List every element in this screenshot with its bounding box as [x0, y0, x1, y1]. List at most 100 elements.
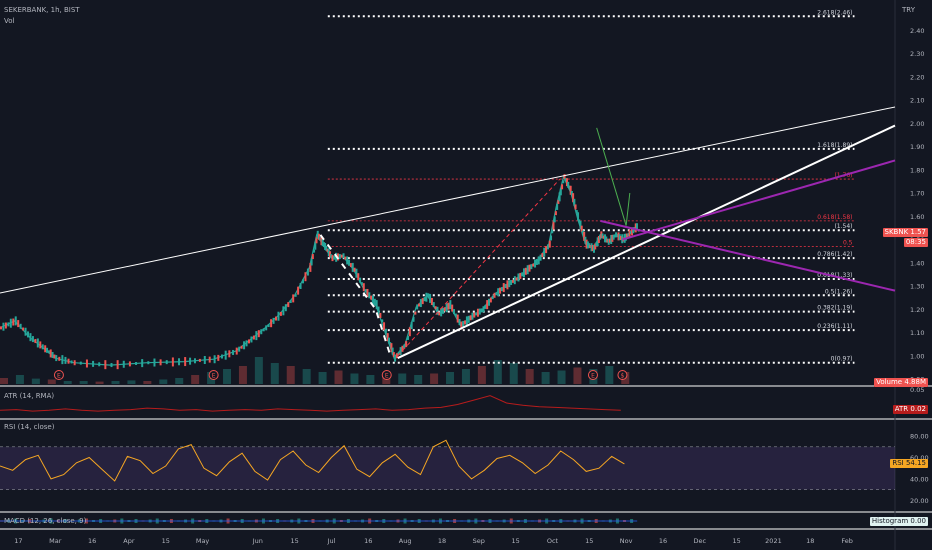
candle: [228, 350, 231, 358]
candle: [58, 356, 61, 361]
candle: [573, 198, 576, 206]
candle: [495, 292, 498, 296]
x-tick-label: 18: [806, 537, 814, 545]
candle: [329, 251, 332, 258]
volume-bar: [159, 379, 168, 384]
candle: [523, 268, 526, 278]
candle: [252, 335, 255, 340]
rsi-line: [0, 439, 625, 482]
candle: [599, 234, 602, 240]
candle: [471, 312, 474, 320]
candle: [600, 231, 603, 239]
candle: [4, 322, 7, 329]
candle: [464, 320, 467, 325]
volume-bar: [191, 375, 200, 384]
volume-bar: [286, 366, 295, 384]
volume-tag: Volume 4.88M: [874, 378, 928, 387]
candle: [392, 352, 395, 358]
trend-line: [0, 106, 896, 294]
candle: [408, 327, 411, 337]
candle: [302, 279, 305, 284]
y-tick-label: 2.30: [910, 50, 924, 58]
candle: [34, 339, 37, 344]
x-tick-label: 15: [162, 537, 170, 545]
fib-level-label: 0.5(1.26): [825, 288, 853, 295]
candle: [493, 292, 496, 298]
candle: [19, 323, 22, 329]
candle: [387, 337, 390, 344]
candle: [386, 333, 389, 342]
x-tick-label: Dec: [694, 537, 707, 545]
candle: [44, 345, 47, 353]
candle: [397, 351, 400, 355]
y-tick-label: 2.00: [910, 120, 924, 128]
macd-tag-value: 0.00: [910, 517, 926, 525]
candle: [606, 238, 609, 243]
x-tick-label: Jun: [252, 537, 263, 545]
candle: [321, 239, 324, 247]
candle: [370, 295, 373, 300]
atr-tag-value: 0.02: [910, 405, 926, 413]
candle: [443, 307, 446, 312]
dashed-swing-line: [319, 234, 392, 357]
volume-bar: [605, 366, 614, 384]
candle: [317, 233, 320, 240]
candle: [635, 223, 638, 231]
macd-label[interactable]: MACD (12, 26, close, 9): [4, 517, 87, 525]
x-tick-label: Sep: [473, 537, 485, 545]
candle: [232, 349, 235, 355]
fib-level-label: (1.54): [834, 223, 852, 230]
candle: [165, 360, 168, 365]
candle: [608, 238, 611, 243]
candle: [541, 253, 544, 257]
candle: [414, 311, 417, 315]
candle: [371, 295, 374, 305]
candle: [556, 203, 559, 210]
candle: [621, 234, 624, 244]
volume-bar: [414, 375, 423, 384]
currency-label: TRY: [902, 6, 915, 14]
candle: [488, 298, 491, 306]
trend-line: [622, 159, 896, 241]
candle: [55, 355, 58, 362]
atr-label[interactable]: ATR (14, RMA): [4, 392, 55, 400]
volume-bar: [31, 378, 40, 384]
trend-line: [596, 127, 627, 226]
fib-level-label: 0.236(1.11): [817, 323, 852, 330]
candle: [537, 256, 540, 265]
candle: [460, 321, 463, 330]
volume-indicator-label[interactable]: Vol: [4, 17, 15, 25]
candle: [430, 298, 433, 305]
candle: [36, 338, 39, 348]
candle: [17, 320, 20, 328]
candle: [568, 185, 571, 190]
candle: [316, 230, 319, 239]
symbol-title[interactable]: SEKERBANK, 1h, BIST: [4, 6, 80, 14]
rsi-label[interactable]: RSI (14, close): [4, 423, 55, 431]
candle: [615, 232, 618, 238]
volume-bar: [238, 366, 247, 384]
candle: [586, 241, 589, 249]
candle: [322, 242, 325, 248]
candle: [546, 244, 549, 250]
candle: [61, 355, 64, 365]
candle: [98, 362, 101, 367]
candle: [47, 350, 50, 354]
candle: [389, 342, 392, 347]
candle: [270, 319, 273, 328]
candle: [526, 265, 529, 275]
candle: [297, 286, 300, 295]
candle: [491, 296, 494, 300]
candle: [238, 346, 241, 352]
candle: [592, 244, 595, 253]
candle: [458, 319, 461, 326]
macd-tag: Histogram 0.00: [869, 517, 928, 526]
candle: [604, 234, 607, 243]
rsi-axis-label: 40.00: [910, 475, 929, 483]
macd-tag-label: Histogram: [871, 517, 909, 525]
candle: [104, 360, 107, 370]
candle: [275, 316, 278, 321]
candle: [521, 272, 524, 277]
candle: [342, 253, 345, 259]
